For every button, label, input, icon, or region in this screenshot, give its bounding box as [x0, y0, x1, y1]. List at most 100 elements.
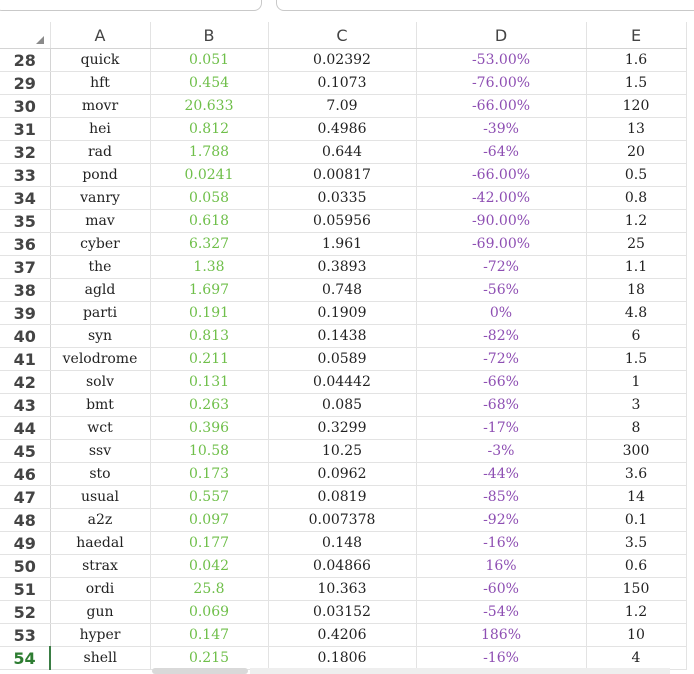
row-number[interactable]: 47: [0, 485, 51, 509]
name-box[interactable]: [0, 0, 262, 11]
horizontal-scroll-track[interactable]: [250, 668, 670, 674]
cell-e[interactable]: 14: [586, 485, 687, 509]
row-number[interactable]: 43: [0, 393, 51, 417]
cell-d[interactable]: 0%: [416, 301, 587, 325]
row-number[interactable]: 31: [0, 117, 51, 141]
cell-e[interactable]: 1.2: [586, 209, 687, 233]
row-number[interactable]: 50: [0, 554, 51, 578]
row-number[interactable]: 45: [0, 439, 51, 463]
cell-a[interactable]: agld: [50, 278, 151, 302]
cell-e[interactable]: 13: [586, 117, 687, 141]
cell-c[interactable]: 0.05956: [268, 209, 417, 233]
cell-a[interactable]: hyper: [50, 623, 151, 647]
cell-c[interactable]: 0.085: [268, 393, 417, 417]
cell-b[interactable]: 20.633: [150, 94, 269, 118]
cell-b[interactable]: 0.042: [150, 554, 269, 578]
cell-b[interactable]: 0.215: [150, 646, 269, 670]
cell-c[interactable]: 0.03152: [268, 600, 417, 624]
cell-d[interactable]: -60%: [416, 577, 587, 601]
cell-b[interactable]: 0.813: [150, 324, 269, 348]
cell-c[interactable]: 1.961: [268, 232, 417, 256]
cell-a[interactable]: hei: [50, 117, 151, 141]
cell-a[interactable]: pond: [50, 163, 151, 187]
row-number[interactable]: 48: [0, 508, 51, 532]
cell-d[interactable]: -17%: [416, 416, 587, 440]
cell-d[interactable]: -16%: [416, 531, 587, 555]
row-number[interactable]: 28: [0, 48, 51, 72]
cell-a[interactable]: quick: [50, 48, 151, 72]
row-number[interactable]: 29: [0, 71, 51, 95]
cell-c[interactable]: 0.4206: [268, 623, 417, 647]
row-number[interactable]: 51: [0, 577, 51, 601]
cell-b[interactable]: 1.38: [150, 255, 269, 279]
cell-d[interactable]: -66%: [416, 370, 587, 394]
cell-e[interactable]: 0.5: [586, 163, 687, 187]
horizontal-scrollbar-thumb[interactable]: [152, 668, 248, 674]
cell-b[interactable]: 0.0241: [150, 163, 269, 187]
row-number[interactable]: 40: [0, 324, 51, 348]
cell-c[interactable]: 10.363: [268, 577, 417, 601]
cell-a[interactable]: syn: [50, 324, 151, 348]
cell-c[interactable]: 0.3893: [268, 255, 417, 279]
row-number[interactable]: 52: [0, 600, 51, 624]
cell-a[interactable]: gun: [50, 600, 151, 624]
cell-e[interactable]: 8: [586, 416, 687, 440]
cell-b[interactable]: 0.177: [150, 531, 269, 555]
cell-c[interactable]: 0.748: [268, 278, 417, 302]
cell-b[interactable]: 1.788: [150, 140, 269, 164]
cell-e[interactable]: 300: [586, 439, 687, 463]
cell-d[interactable]: -44%: [416, 462, 587, 486]
column-header-e[interactable]: E: [586, 22, 687, 49]
formula-input[interactable]: [276, 0, 694, 11]
row-number[interactable]: 30: [0, 94, 51, 118]
select-all-corner[interactable]: [0, 22, 51, 49]
cell-e[interactable]: 3: [586, 393, 687, 417]
cell-e[interactable]: 0.6: [586, 554, 687, 578]
cell-c[interactable]: 10.25: [268, 439, 417, 463]
cell-b[interactable]: 25.8: [150, 577, 269, 601]
cell-c[interactable]: 0.0589: [268, 347, 417, 371]
row-number[interactable]: 36: [0, 232, 51, 256]
cell-c[interactable]: 0.644: [268, 140, 417, 164]
cell-e[interactable]: 10: [586, 623, 687, 647]
cell-b[interactable]: 0.812: [150, 117, 269, 141]
cell-d[interactable]: -68%: [416, 393, 587, 417]
cell-b[interactable]: 0.263: [150, 393, 269, 417]
cell-b[interactable]: 0.058: [150, 186, 269, 210]
cell-a[interactable]: a2z: [50, 508, 151, 532]
cell-c[interactable]: 0.0335: [268, 186, 417, 210]
cell-c[interactable]: 0.0819: [268, 485, 417, 509]
cell-b[interactable]: 10.58: [150, 439, 269, 463]
cell-b[interactable]: 0.069: [150, 600, 269, 624]
cell-b[interactable]: 0.173: [150, 462, 269, 486]
row-number[interactable]: 39: [0, 301, 51, 325]
cell-d[interactable]: -64%: [416, 140, 587, 164]
row-number[interactable]: 44: [0, 416, 51, 440]
cell-c[interactable]: 0.3299: [268, 416, 417, 440]
cell-a[interactable]: hft: [50, 71, 151, 95]
cell-a[interactable]: solv: [50, 370, 151, 394]
cell-e[interactable]: 1.1: [586, 255, 687, 279]
cell-e[interactable]: 0.8: [586, 186, 687, 210]
cell-b[interactable]: 0.454: [150, 71, 269, 95]
column-header-c[interactable]: C: [268, 22, 417, 49]
column-header-a[interactable]: A: [50, 22, 151, 49]
cell-d[interactable]: -85%: [416, 485, 587, 509]
cell-a[interactable]: cyber: [50, 232, 151, 256]
cell-e[interactable]: 1.2: [586, 600, 687, 624]
cell-d[interactable]: -3%: [416, 439, 587, 463]
column-header-b[interactable]: B: [150, 22, 269, 49]
cell-c[interactable]: 0.1806: [268, 646, 417, 670]
row-number[interactable]: 42: [0, 370, 51, 394]
cell-c[interactable]: 0.0962: [268, 462, 417, 486]
cell-d[interactable]: -69.00%: [416, 232, 587, 256]
cell-d[interactable]: -42.00%: [416, 186, 587, 210]
cell-e[interactable]: 1.6: [586, 48, 687, 72]
cell-d[interactable]: -72%: [416, 347, 587, 371]
cell-c[interactable]: 0.1073: [268, 71, 417, 95]
cell-e[interactable]: 1.5: [586, 347, 687, 371]
cell-a[interactable]: rad: [50, 140, 151, 164]
cell-e[interactable]: 3.6: [586, 462, 687, 486]
cell-d[interactable]: -53.00%: [416, 48, 587, 72]
row-number[interactable]: 54: [0, 646, 51, 670]
